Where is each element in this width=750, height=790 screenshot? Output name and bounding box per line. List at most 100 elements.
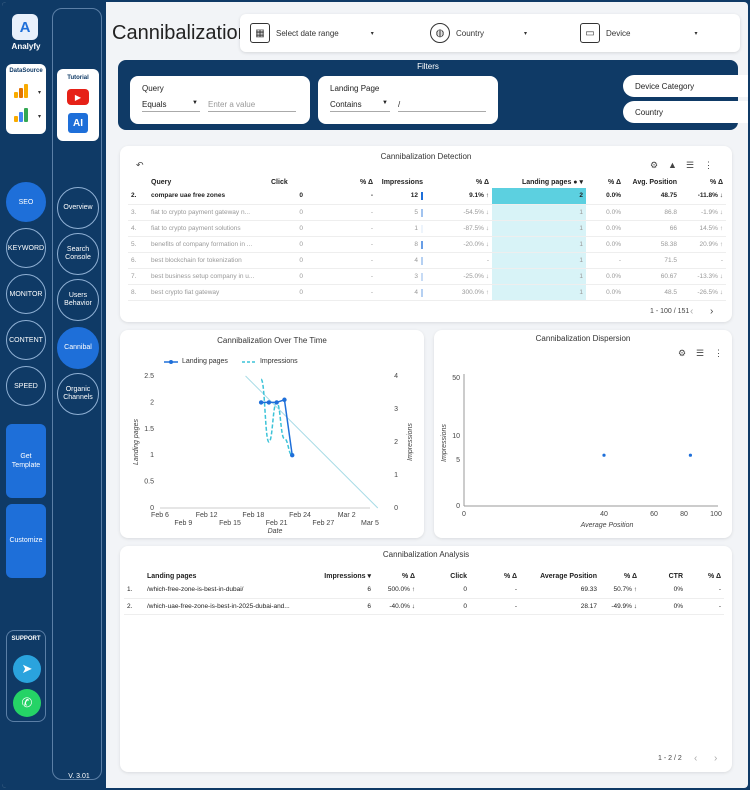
col-click[interactable]: Click — [271, 178, 288, 186]
click-cell: 0 — [463, 586, 467, 594]
country-filter-label: Country — [635, 107, 664, 117]
col-impressions[interactable]: Impressions ▾ — [304, 570, 374, 582]
nav-search-console[interactable]: Search Console — [57, 233, 99, 275]
warning-icon[interactable]: ▲ — [668, 160, 677, 170]
globe-icon: ◍ — [430, 23, 450, 43]
table-row[interactable]: 4. fiat to crypto payment solutions 0 - 1 -87… — [128, 220, 726, 236]
chevron-down-icon[interactable]: ▾ — [38, 90, 42, 96]
ctr-delta-cell: - — [718, 602, 721, 610]
col-impressions-delta[interactable]: % Δ — [402, 572, 415, 580]
country-select[interactable]: Country ▼ — [623, 101, 748, 123]
landing-pages-cell: 1 — [492, 204, 586, 220]
chevron-down-icon: ▼ — [192, 100, 198, 106]
table-row[interactable]: 1. /which-free-zone-is-best-in-dubai/6 500… — [124, 582, 724, 598]
col-average-position[interactable]: Average Position — [540, 572, 597, 580]
sort-desc-icon: ▾ — [367, 573, 371, 580]
landing-pages-point — [274, 400, 279, 405]
sliders-icon[interactable]: ⚙ — [678, 348, 687, 358]
table-row[interactable]: 6. best blockchain for tokenization 0 - 4 - 1 -… — [128, 252, 726, 268]
country-selector[interactable]: ◍ Country ▾ — [430, 14, 527, 52]
nav-cannibal[interactable]: Cannibal — [57, 327, 99, 369]
get-template-button[interactable]: Get Template — [6, 424, 46, 498]
col-click-delta[interactable]: % Δ — [360, 178, 373, 186]
datasource-label: DataSource — [9, 68, 43, 74]
row-number-header — [124, 570, 144, 582]
chevron-down-icon[interactable]: ▾ — [38, 114, 42, 120]
device-selector[interactable]: ▭ Device ▾ — [580, 14, 697, 52]
col-click[interactable]: Click — [450, 572, 467, 580]
more-vert-icon[interactable]: ⋮ — [704, 160, 713, 170]
landing-page-filter: Landing Page Contains ▼ / — [318, 76, 498, 124]
x-tick-label: Feb 27 — [312, 520, 334, 527]
col-impressions-delta[interactable]: % Δ — [476, 178, 489, 186]
nav-seo[interactable]: SEO — [6, 182, 46, 222]
col-impressions[interactable]: Impressions — [381, 178, 423, 186]
x-tick-label: Feb 18 — [242, 512, 264, 519]
table-row[interactable]: 3. fiat to crypto payment gateway n... 0-5… — [128, 204, 726, 220]
more-vert-icon[interactable]: ⋮ — [714, 348, 723, 358]
prev-page-icon[interactable]: ‹ — [694, 753, 698, 764]
click-delta-cell: - — [370, 192, 373, 200]
date-range-picker[interactable]: ▦ Select date range ▾ — [250, 14, 374, 52]
avg-position-cell: 71.5 — [664, 256, 677, 264]
youtube-icon[interactable]: ▶ — [67, 89, 89, 105]
table-row[interactable]: 2. compare uae free zones 0 - 12 9.1% ↑ 2 0.0% 4… — [128, 188, 726, 204]
over-time-legend: Landing pages Impressions — [164, 358, 298, 365]
col-query[interactable]: Query — [151, 178, 172, 186]
impressions-value: 4 — [414, 256, 418, 264]
sliders-icon[interactable]: ⚙ — [650, 160, 659, 170]
avg-position-cell: 86.8 — [664, 208, 677, 216]
telegram-icon[interactable]: ➤ — [13, 655, 41, 683]
next-page-icon[interactable]: › — [714, 753, 718, 764]
ai-icon[interactable]: AI — [68, 113, 88, 133]
col-click-delta[interactable]: % Δ — [504, 572, 517, 580]
impressions-cell: 8 — [376, 236, 426, 252]
col-ctr[interactable]: CTR — [668, 572, 683, 580]
table-row[interactable]: 2. /which-uae-free-zone-is-best-in-2025-d… — [124, 598, 724, 614]
col-landing-pages[interactable]: Landing pages — [147, 572, 197, 580]
click-delta-cell: - — [370, 288, 373, 296]
col-avg-position-delta[interactable]: % Δ — [710, 178, 723, 186]
scatter-point — [688, 453, 692, 457]
nav-speed[interactable]: SPEED — [6, 366, 46, 406]
chevron-down-icon: ▾ — [694, 30, 698, 37]
landing-page-operator-select[interactable]: Contains ▼ — [330, 100, 390, 112]
col-avg-position[interactable]: Avg. Position — [632, 178, 677, 186]
landing-pages-value: 1 — [579, 224, 583, 232]
query-operator-select[interactable]: Equals ▼ — [142, 100, 200, 112]
undo-icon[interactable]: ↶ — [136, 160, 144, 170]
col-landing-pages[interactable]: Landing pages ● ▾ — [492, 176, 586, 188]
landing-pages-cell: 1 — [492, 268, 586, 284]
analytics-bars-icon[interactable] — [14, 84, 30, 98]
table-row[interactable]: 7. best business setup company in u... 0 - 3… — [128, 268, 726, 284]
landing-pages-delta-cell: 0.0% — [606, 208, 621, 216]
filter-icon[interactable]: ☰ — [696, 348, 705, 358]
nav-users-behavior[interactable]: Users Behavior — [57, 279, 99, 321]
impressions-delta-cell: -54.5% ↓ — [463, 208, 489, 216]
table-row[interactable]: 5. benefits of company formation in ... 0 -… — [128, 236, 726, 252]
col-landing-pages-delta[interactable]: % Δ — [608, 178, 621, 186]
nav-overview[interactable]: Overview — [57, 187, 99, 229]
datasource-box[interactable]: DataSource ▾ ▾ — [6, 64, 46, 134]
prev-page-icon[interactable]: ‹ — [690, 306, 694, 317]
col-position-delta[interactable]: % Δ — [624, 572, 637, 580]
query-value-input[interactable]: Enter a value — [208, 100, 296, 112]
search-console-bars-icon[interactable] — [14, 108, 30, 122]
next-page-icon[interactable]: › — [710, 306, 714, 317]
ctr-delta-cell: - — [718, 586, 721, 594]
whatsapp-icon[interactable]: ✆ — [13, 689, 41, 717]
col-ctr-delta[interactable]: % Δ — [708, 572, 721, 580]
query-filter: Query Equals ▼ Enter a value — [130, 76, 310, 124]
customize-button[interactable]: Customize — [6, 504, 46, 578]
filter-icon[interactable]: ☰ — [686, 160, 695, 170]
nav-content[interactable]: CONTENT — [6, 320, 46, 360]
nav-monitor[interactable]: MONITOR — [6, 274, 46, 314]
nav-organic-channels[interactable]: Organic Channels — [57, 373, 99, 415]
query-operator-value: Equals — [142, 100, 167, 109]
device-category-select[interactable]: Device Category ▼ — [623, 75, 748, 97]
nav-keyword[interactable]: KEYWORD — [6, 228, 46, 268]
x-tick-label: 100 — [710, 511, 722, 518]
landing-pages-delta-cell: 0.0% — [606, 272, 621, 280]
landing-page-value-input[interactable]: / — [398, 100, 486, 112]
table-row[interactable]: 8. best crypto fiat gateway 0 - 4 300.0% ↑ 1 0.… — [128, 284, 726, 300]
